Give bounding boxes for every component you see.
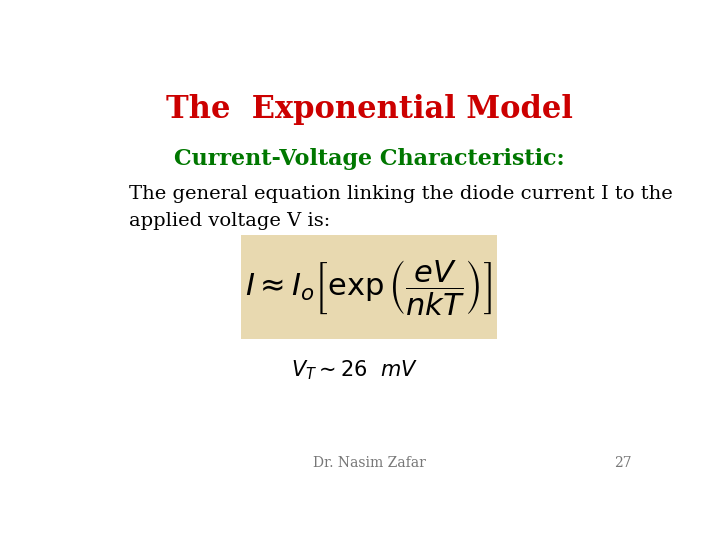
Text: $I \approx I_o \left[ \exp\left( \dfrac{eV}{nkT} \right) \right]$: $I \approx I_o \left[ \exp\left( \dfrac{…	[246, 258, 492, 317]
Text: Dr. Nasim Zafar: Dr. Nasim Zafar	[312, 456, 426, 470]
Text: $V_T \sim 26\ \ mV$: $V_T \sim 26\ \ mV$	[291, 358, 418, 382]
FancyBboxPatch shape	[240, 235, 498, 339]
Text: The  Exponential Model: The Exponential Model	[166, 94, 572, 125]
Text: Current-Voltage Characteristic:: Current-Voltage Characteristic:	[174, 148, 564, 170]
Text: The general equation linking the diode current I to the
applied voltage V is:: The general equation linking the diode c…	[129, 185, 672, 230]
Text: 27: 27	[613, 456, 631, 470]
